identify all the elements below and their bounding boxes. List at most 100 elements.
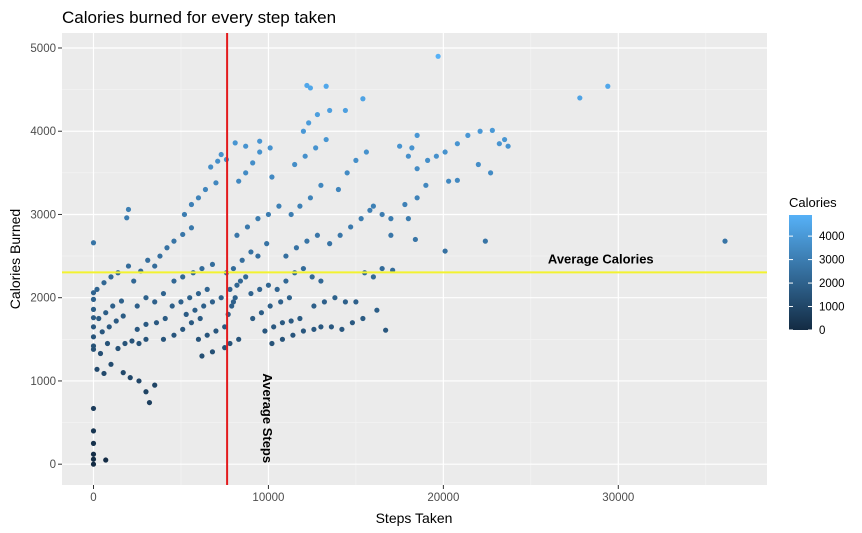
data-point: [237, 278, 244, 284]
data-point: [229, 303, 235, 309]
data-point: [388, 216, 394, 222]
data-point: [302, 153, 308, 159]
data-point: [379, 265, 385, 272]
data-point: [104, 340, 111, 347]
average-steps-label: Average Steps: [260, 373, 275, 463]
data-point: [454, 141, 460, 147]
data-point: [204, 286, 210, 292]
data-point: [402, 201, 408, 208]
data-point: [265, 211, 272, 218]
data-point: [232, 140, 238, 146]
y-axis-title: Calories Burned: [7, 209, 23, 309]
plot-panel: [62, 33, 767, 485]
data-point: [477, 128, 483, 134]
data-point: [283, 278, 289, 284]
data-point: [250, 315, 256, 322]
x-tick-label: 30000: [602, 492, 634, 504]
data-point: [248, 249, 254, 255]
data-point: [197, 315, 203, 322]
average-calories-label: Average Calories: [548, 251, 654, 266]
data-point: [339, 326, 345, 332]
data-point: [379, 211, 385, 218]
data-point: [239, 257, 245, 263]
data-point: [274, 286, 280, 292]
data-point: [314, 111, 321, 118]
data-point: [300, 128, 307, 134]
data-point: [192, 307, 198, 313]
data-point: [234, 282, 240, 288]
data-point: [213, 180, 219, 186]
data-point: [328, 324, 335, 330]
data-point: [255, 253, 261, 259]
data-point: [90, 405, 97, 412]
data-point: [115, 345, 121, 352]
data-point: [108, 361, 114, 367]
data-point: [103, 457, 109, 463]
data-point: [180, 274, 186, 280]
data-point: [125, 206, 132, 213]
data-point: [360, 96, 366, 102]
data-point: [180, 231, 186, 238]
data-point: [409, 145, 415, 151]
x-axis-ticks: 0 10000 20000 30000: [90, 485, 634, 504]
data-point: [487, 170, 494, 176]
x-tick-label: 20000: [427, 492, 459, 504]
data-point: [257, 286, 263, 292]
data-point: [442, 248, 448, 254]
data-point: [358, 216, 364, 222]
legend-tick-label: 2000: [819, 278, 845, 290]
data-point: [230, 299, 237, 305]
data-point: [367, 207, 373, 213]
legend-tick-label: 3000: [819, 255, 845, 267]
data-point: [215, 158, 221, 164]
data-point: [134, 303, 140, 309]
data-point: [335, 186, 342, 193]
data-point: [388, 232, 394, 238]
data-point: [243, 274, 249, 280]
data-point: [103, 310, 109, 316]
chart-title: Calories burned for every step taken: [62, 8, 336, 27]
data-point: [722, 238, 728, 244]
data-point: [164, 245, 170, 251]
data-point: [304, 238, 310, 244]
data-point: [383, 327, 389, 333]
data-point: [188, 225, 195, 231]
data-point: [97, 350, 104, 357]
data-point: [134, 326, 140, 332]
data-point: [136, 340, 142, 347]
data-point: [465, 132, 471, 138]
data-point: [199, 265, 205, 272]
data-point: [327, 241, 333, 247]
data-point: [405, 216, 411, 222]
data-point: [306, 120, 312, 126]
data-point: [293, 245, 300, 251]
data-point: [278, 299, 284, 305]
data-point: [370, 274, 376, 280]
data-point: [236, 336, 242, 342]
data-point: [414, 132, 420, 138]
data-point: [405, 153, 411, 159]
data-point: [577, 95, 583, 101]
data-point: [152, 299, 158, 305]
data-point: [397, 143, 403, 149]
data-point: [311, 303, 317, 309]
data-point: [110, 303, 116, 309]
data-point: [120, 313, 126, 319]
data-point: [264, 241, 270, 247]
data-point: [160, 336, 167, 342]
data-point: [213, 328, 219, 334]
data-point: [90, 456, 97, 462]
data-point: [101, 370, 107, 377]
data-point: [348, 224, 354, 230]
data-point: [90, 440, 97, 446]
data-point: [209, 299, 216, 305]
legend-colorbar: [789, 215, 812, 330]
data-point: [199, 353, 205, 359]
data-point: [290, 332, 296, 338]
data-point: [90, 324, 97, 330]
data-point: [337, 232, 343, 238]
data-point: [124, 215, 130, 221]
data-point: [90, 296, 97, 302]
data-point: [414, 166, 420, 172]
